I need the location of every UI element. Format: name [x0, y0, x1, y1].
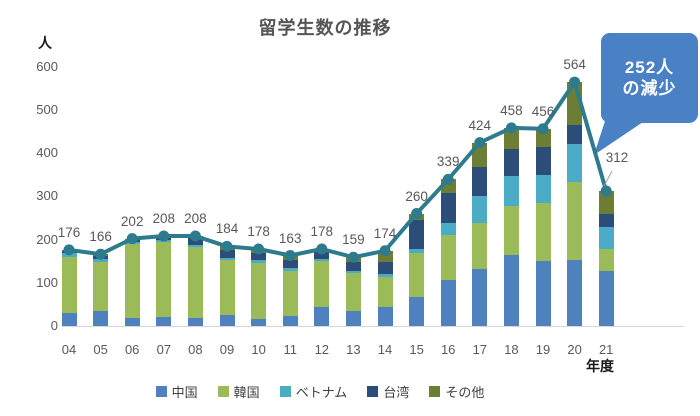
bar-segment-中国-14 — [377, 306, 393, 326]
bar-segment-台湾-14 — [377, 261, 393, 274]
bar-segment-韓国-05 — [93, 261, 109, 312]
x-tick-label-13: 13 — [346, 342, 361, 357]
bar-segment-中国-15 — [409, 296, 425, 326]
legend-swatch-icon — [217, 386, 229, 397]
bar-segment-韓国-04 — [61, 256, 77, 313]
callout-text-line1: 252人 — [624, 58, 675, 77]
x-tick-label-20: 20 — [567, 342, 582, 357]
y-axis-unit-label: 人 — [38, 35, 52, 51]
legend-swatch-icon — [429, 386, 441, 397]
bar-segment-中国-08 — [187, 318, 203, 326]
legend-label: 韓国 — [233, 385, 260, 400]
bar-segment-中国-06 — [124, 318, 140, 326]
data-label-15: 260 — [405, 188, 428, 204]
y-tick-label: 400 — [36, 145, 58, 160]
legend-item-中国: 中国 — [155, 382, 198, 401]
y-tick-label: 0 — [50, 318, 58, 333]
x-tick-label-06: 06 — [124, 342, 140, 357]
x-tick-label-16: 16 — [440, 342, 456, 357]
x-tick-label-07: 07 — [156, 342, 172, 357]
bar-segment-韓国-14 — [377, 277, 393, 307]
legend: 中国 韓国 ベトナム 台湾 その他 — [0, 382, 640, 401]
bar-segment-中国-09 — [219, 315, 235, 326]
x-tick-label-08: 08 — [188, 342, 203, 357]
bar-segment-ベトナム-05 — [93, 258, 109, 262]
bar-segment-ベトナム-11 — [282, 268, 298, 271]
bar-segment-台湾-13 — [345, 261, 361, 271]
callout-bubble: 252人 の減少 — [601, 33, 698, 123]
bar-segment-ベトナム-13 — [345, 270, 361, 273]
x-tick-label-05: 05 — [93, 342, 108, 357]
x-tick-label-18: 18 — [504, 342, 519, 357]
x-tick-label-11: 11 — [283, 342, 297, 357]
data-label-21: 312 — [605, 150, 629, 165]
bar-segment-中国-17 — [472, 269, 488, 326]
bar-segment-韓国-10 — [251, 262, 267, 320]
legend-label: 台湾 — [383, 385, 410, 400]
x-tick-label-21: 21 — [598, 342, 614, 357]
data-label-14: 174 — [373, 225, 397, 241]
x-axis-title: 年度 — [586, 358, 614, 374]
bar-segment-中国-10 — [251, 319, 267, 326]
x-tick-label-14: 14 — [377, 342, 393, 357]
bar-segment-中国-20 — [567, 259, 583, 326]
data-label-19: 456 — [531, 103, 555, 119]
y-tick-label: 300 — [36, 188, 58, 204]
x-tick-label-19: 19 — [535, 342, 551, 357]
data-label-20: 564 — [563, 57, 586, 73]
bar-segment-中国-11 — [282, 316, 298, 326]
x-tick-label-17: 17 — [472, 342, 488, 357]
bar-segment-中国-19 — [535, 260, 551, 326]
y-tick-label: 200 — [36, 231, 58, 247]
bar-segment-韓国-07 — [156, 241, 172, 318]
legend-label: その他 — [445, 385, 485, 400]
x-tick-label-09: 09 — [219, 342, 235, 357]
legend-item-ベトナム: ベトナム — [279, 382, 348, 401]
data-label-17: 424 — [468, 117, 492, 133]
y-tick-label: 600 — [36, 58, 58, 74]
bar-segment-韓国-15 — [409, 253, 425, 297]
data-label-05: 166 — [89, 229, 112, 245]
x-tick-label-10: 10 — [251, 342, 266, 357]
bar-segment-韓国-13 — [345, 272, 361, 311]
legend-label: ベトナム — [295, 385, 348, 400]
legend-item-韓国: 韓国 — [217, 382, 260, 401]
legend-item-台湾: 台湾 — [367, 382, 409, 401]
y-tick-label: 500 — [36, 101, 58, 117]
bar-segment-台湾-11 — [282, 259, 298, 269]
x-tick-label-15: 15 — [409, 342, 424, 357]
data-label-16: 339 — [436, 154, 460, 170]
bar-segment-中国-13 — [345, 310, 361, 326]
bar-segment-韓国-08 — [187, 246, 203, 319]
chart-title: 留学生数の推移 — [258, 18, 392, 38]
bar-segment-ベトナム-12 — [314, 258, 330, 262]
bar-segment-韓国-12 — [314, 261, 330, 307]
bar-segment-中国-16 — [440, 280, 456, 326]
bar-segment-中国-18 — [503, 255, 519, 326]
callout-text-line2: の減少 — [622, 79, 677, 98]
bar-segment-中国-05 — [93, 311, 109, 326]
bar-segment-中国-04 — [61, 312, 77, 326]
bar-segment-ベトナム-14 — [377, 273, 393, 278]
legend-swatch-icon — [367, 386, 379, 397]
x-tick-label-12: 12 — [314, 342, 330, 357]
bar-segment-韓国-06 — [124, 243, 140, 319]
bar-segment-中国-07 — [156, 317, 172, 326]
y-tick-label: 100 — [36, 274, 58, 290]
legend-swatch-icon — [155, 386, 167, 397]
bar-segment-ベトナム-10 — [251, 260, 267, 263]
bar-segment-韓国-11 — [282, 270, 298, 317]
bar-segment-中国-12 — [314, 306, 330, 326]
x-tick-label-04: 04 — [61, 342, 77, 357]
legend-item-その他: その他 — [429, 382, 484, 401]
x-axis-line — [62, 326, 684, 327]
legend-label: 中国 — [171, 385, 198, 400]
legend-swatch-icon — [279, 386, 291, 397]
bar-segment-中国-21 — [598, 271, 614, 326]
bar-segment-韓国-09 — [219, 260, 235, 316]
